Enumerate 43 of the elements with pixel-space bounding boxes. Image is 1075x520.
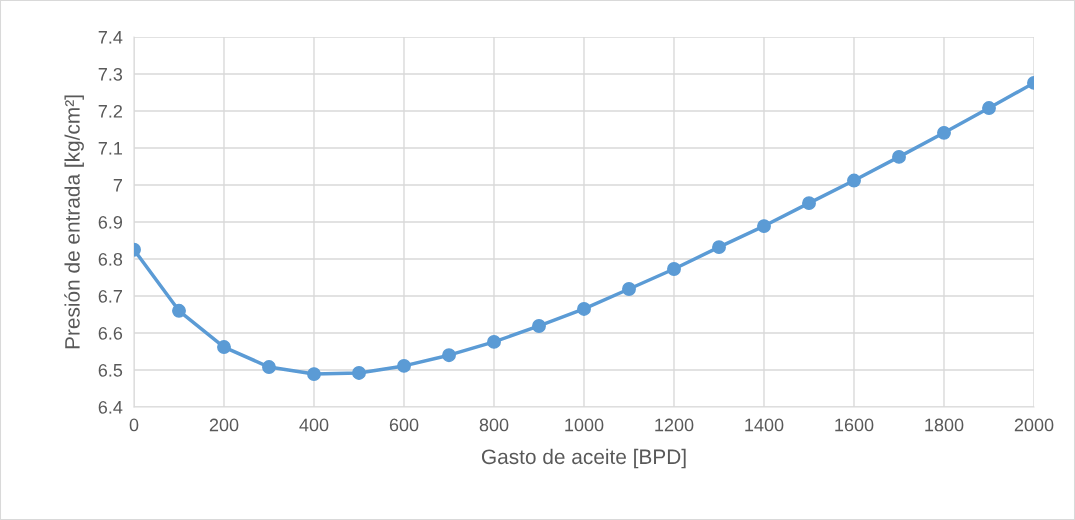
x-tick-label: 2000 bbox=[1014, 418, 1054, 432]
y-tick-label: 7.2 bbox=[98, 104, 122, 118]
point bbox=[217, 340, 231, 355]
point bbox=[577, 302, 591, 316]
point bbox=[712, 240, 726, 255]
point bbox=[262, 360, 276, 374]
point bbox=[667, 262, 681, 276]
y-tick-label: 7.1 bbox=[98, 142, 123, 155]
point bbox=[532, 319, 546, 333]
x-tick-label: 1800 bbox=[925, 418, 964, 432]
point bbox=[622, 282, 636, 296]
point bbox=[802, 196, 816, 211]
point bbox=[352, 366, 366, 380]
x-tick-label: 600 bbox=[389, 418, 419, 432]
point bbox=[757, 219, 771, 234]
point bbox=[172, 303, 186, 318]
point bbox=[442, 348, 456, 363]
y-tick-label: 6.4 bbox=[98, 400, 123, 414]
point bbox=[307, 367, 321, 382]
y-tick-label: 6.6 bbox=[98, 326, 123, 340]
point bbox=[937, 125, 951, 140]
x-tick-label: 1400 bbox=[745, 418, 784, 432]
y-tick-label: 7 bbox=[113, 179, 122, 192]
x-tick-label: 1000 bbox=[565, 418, 604, 432]
y-tick-label: 6.7 bbox=[98, 289, 122, 303]
y-tick-label: 7.4 bbox=[98, 31, 123, 44]
y-tick-label: 6.8 bbox=[98, 252, 123, 266]
point bbox=[892, 149, 906, 164]
y-tick-label: 6.5 bbox=[98, 363, 123, 377]
x-tick-label: 1600 bbox=[835, 418, 874, 432]
y-axis-title: Presión de entrada [kg/cm²] bbox=[64, 95, 84, 349]
y-tick-label: 7.3 bbox=[98, 67, 123, 81]
x-tick-label: 0 bbox=[129, 418, 139, 432]
x-tick-label: 1200 bbox=[655, 418, 694, 432]
y-tick-label: 6.9 bbox=[98, 215, 123, 229]
x-axis-title: Gasto de aceite [BPD] bbox=[481, 448, 686, 469]
x-tick-label: 200 bbox=[209, 418, 239, 432]
point bbox=[397, 358, 411, 373]
x-tick-label: 400 bbox=[299, 418, 329, 432]
x-tick-label: 800 bbox=[479, 418, 509, 432]
point bbox=[487, 334, 501, 349]
point bbox=[982, 101, 996, 115]
point bbox=[847, 173, 861, 188]
